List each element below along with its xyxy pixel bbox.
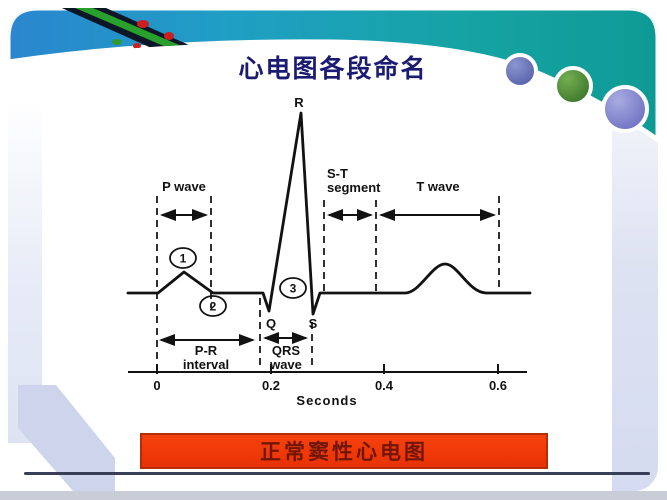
decor-ball-green [553, 66, 593, 106]
pr-interval-label-line2: interval [183, 357, 229, 372]
time-axis [128, 364, 527, 374]
dashed-boundaries [156, 196, 500, 372]
slide: 心电图各段命名 [8, 8, 658, 491]
page-bottom-strip [0, 491, 667, 500]
r-point-label: R [294, 95, 304, 110]
footer-divider-line [24, 472, 650, 475]
ecg-diagram: R Q S P wave S-T segment T wave P-R inte… [126, 95, 532, 408]
marker-2: 2 [199, 295, 227, 317]
ecg-trace [126, 111, 532, 316]
p-wave-label: P wave [162, 179, 206, 194]
axis-tick-label-06: 0.6 [489, 378, 507, 393]
svg-text:3: 3 [290, 282, 297, 296]
decor-ball-purple [601, 85, 649, 133]
st-segment-label-line2: segment [327, 180, 381, 195]
axis-tick-label-0: 0 [153, 378, 160, 393]
marker-1: 1 [169, 247, 197, 269]
decor-ball-blue [502, 53, 538, 89]
t-wave-label: T wave [416, 179, 459, 194]
svg-text:1: 1 [180, 252, 187, 266]
axis-tick-label-02: 0.2 [262, 378, 280, 393]
axis-tick-label-04: 0.4 [375, 378, 394, 393]
q-point-label: Q [266, 316, 276, 331]
marker-3: 3 [279, 277, 307, 299]
qrs-label-line2: wave [269, 357, 302, 372]
s-point-label: S [309, 316, 318, 331]
pr-interval-label-line1: P-R [195, 343, 218, 358]
st-segment-label-line1: S-T [327, 166, 348, 181]
svg-text:2: 2 [210, 300, 217, 314]
qrs-label-line1: QRS [272, 343, 301, 358]
header-banner-graphic [8, 8, 658, 143]
axis-unit-label: Seconds [296, 393, 357, 408]
slide-title: 心电图各段命名 [238, 54, 428, 83]
footer-banner: 正常窦性心电图 [140, 433, 548, 469]
right-edge-decoration [612, 126, 658, 491]
